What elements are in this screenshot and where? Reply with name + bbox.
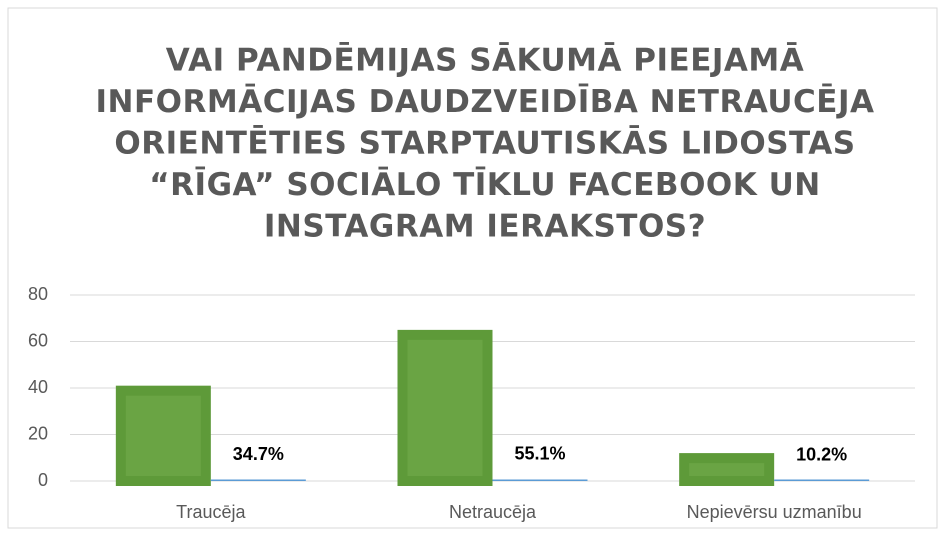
bar <box>492 479 588 481</box>
bar <box>397 329 493 486</box>
bar <box>774 479 870 481</box>
chart-title: INFORMĀCIJAS DAUDZVEIDĪBA NETRAUCĒJA <box>96 84 875 120</box>
bar <box>210 479 306 481</box>
y-tick-label: 20 <box>28 423 48 443</box>
data-label: 34.7% <box>233 444 284 464</box>
y-tick-label: 0 <box>38 470 48 490</box>
x-tick-label: Netraucēja <box>449 502 537 522</box>
data-label: 55.1% <box>514 443 565 463</box>
chart-title: ORIENTĒTIES STARPTAUTISKĀS LIDOSTAS <box>114 126 855 162</box>
y-tick-label: 80 <box>28 284 48 304</box>
x-tick-label: Nepievērsu uzmanību <box>687 502 862 522</box>
chart-title: INSTAGRAM IERAKSTOS? <box>264 209 706 245</box>
x-tick-label: Traucēja <box>176 502 246 522</box>
bar <box>115 385 211 486</box>
chart-title: VAI PANDĒMIJAS SĀKUMĀ PIEEJAMĀ <box>166 43 805 79</box>
y-tick-label: 40 <box>28 377 48 397</box>
bar <box>679 453 775 487</box>
data-label: 10.2% <box>796 445 847 465</box>
chart-title: “RĪGA” SOCIĀLO TĪKLU FACEBOOK UN <box>149 167 820 203</box>
y-tick-label: 60 <box>28 330 48 350</box>
